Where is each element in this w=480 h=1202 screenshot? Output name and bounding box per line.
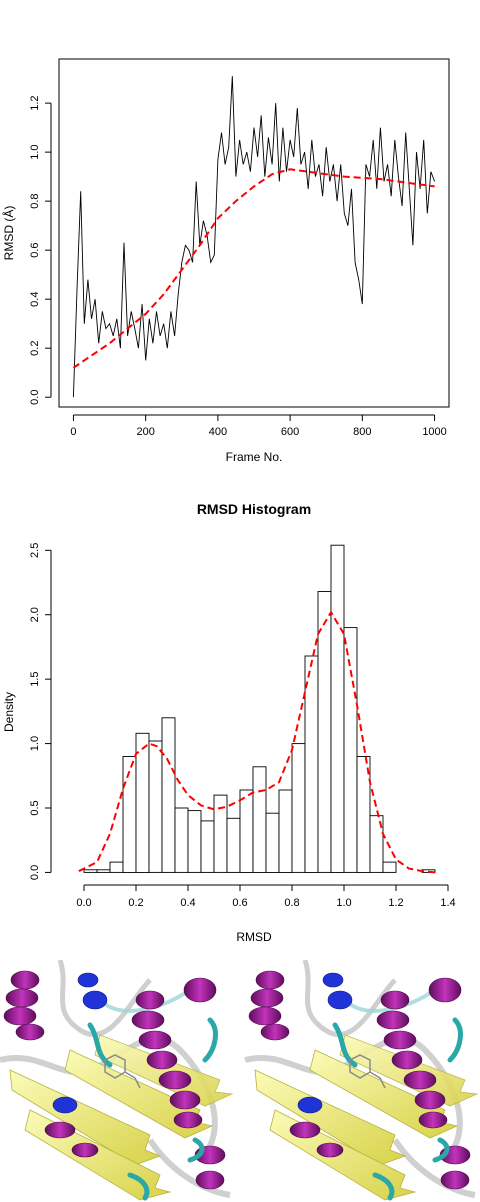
x-tick-label: 1000 xyxy=(422,426,446,438)
right-protein-render xyxy=(245,960,477,1200)
x-tick-label: 0 xyxy=(70,426,76,438)
histogram-bar xyxy=(200,820,215,873)
plot-area xyxy=(58,58,450,408)
rmsd-data-line xyxy=(72,76,436,398)
y-axis-title: Density xyxy=(2,692,16,732)
histogram-bar xyxy=(187,810,202,873)
y-axis-title: RMSD (Å) xyxy=(1,206,16,261)
density-curve xyxy=(78,610,436,874)
x-tick-label: 1.4 xyxy=(440,897,455,909)
histogram-bar xyxy=(83,869,98,873)
histogram-bar xyxy=(148,740,163,873)
y-tick-label: 1.5 xyxy=(29,672,41,687)
smoothed-fit-line xyxy=(72,168,435,369)
histogram-bar xyxy=(369,815,384,873)
x-tick-label: 400 xyxy=(209,426,227,438)
x-tick-label: 0.4 xyxy=(180,897,195,909)
histogram-bar xyxy=(239,789,254,873)
y-tick-label: 2.5 xyxy=(29,543,41,558)
x-axis: 0 200 400 600 800 1000 xyxy=(70,414,447,438)
y-tick-label: 0.0 xyxy=(29,390,41,405)
x-tick-label: 600 xyxy=(281,426,299,438)
histogram-bar xyxy=(343,627,358,873)
x-axis-title: Frame No. xyxy=(226,450,283,464)
plot-frame xyxy=(58,58,450,408)
y-tick-label: 2.0 xyxy=(29,607,41,622)
x-tick-label: 0.0 xyxy=(76,897,91,909)
y-axis: 0.0 0.5 1.0 1.5 2.0 2.5 xyxy=(29,543,52,880)
histogram-bar xyxy=(382,861,397,873)
y-axis: 0.0 0.2 0.4 0.6 0.8 1.0 1.2 xyxy=(29,95,52,405)
x-tick-label: 800 xyxy=(353,426,371,438)
histogram-bar xyxy=(174,807,189,873)
histogram-bar xyxy=(109,861,124,873)
x-tick-label: 0.8 xyxy=(284,897,299,909)
y-tick-label: 0.6 xyxy=(29,243,41,258)
x-tick-label: 0.6 xyxy=(232,897,247,909)
y-tick-label: 0.4 xyxy=(29,292,41,307)
y-tick-label: 0.2 xyxy=(29,341,41,356)
histogram-bar xyxy=(304,655,319,873)
density-curve-group xyxy=(78,610,436,874)
histogram-bar xyxy=(96,869,111,873)
histogram-bar xyxy=(265,812,280,873)
x-tick-label: 1.0 xyxy=(336,897,351,909)
histogram-bar xyxy=(317,591,332,873)
x-axis: 0.0 0.2 0.4 0.6 0.8 1.0 1.2 1.4 xyxy=(76,884,456,909)
y-tick-label: 0.8 xyxy=(29,193,41,208)
y-tick-label: 0.0 xyxy=(29,865,41,880)
histogram-bar xyxy=(330,544,345,873)
rmsd-histogram: RMSD Histogram 0.0 0.2 0.4 0.6 0.8 1.0 1.2 1.4 … xyxy=(2,501,456,944)
y-tick-label: 1.0 xyxy=(29,736,41,751)
histogram-bar xyxy=(226,817,241,873)
histogram-bar xyxy=(252,766,267,873)
histogram-bar xyxy=(213,794,228,873)
histogram-bars xyxy=(83,544,436,873)
histogram-bar xyxy=(356,756,371,873)
histogram-bar xyxy=(278,789,293,873)
x-tick-label: 0.2 xyxy=(128,897,143,909)
y-tick-label: 1.2 xyxy=(29,95,41,110)
rmsd-line-chart: 0 200 400 600 800 1000 0.00.20.40.60.81.01.2 … xyxy=(1,58,450,464)
histogram-bar xyxy=(291,743,306,873)
series-group xyxy=(72,76,436,398)
histogram-bar xyxy=(161,717,176,873)
x-tick-label: 1.2 xyxy=(388,897,403,909)
left-protein-render xyxy=(0,960,232,1200)
x-axis-title: RMSD xyxy=(236,930,272,944)
histogram-bar xyxy=(135,732,150,873)
y-tick-label: 0.5 xyxy=(29,800,41,815)
x-tick-label: 200 xyxy=(136,426,154,438)
y-tick-label: 1.0 xyxy=(29,144,41,159)
protein-structure-renders xyxy=(0,960,480,1202)
chart-title: RMSD Histogram xyxy=(197,501,311,517)
